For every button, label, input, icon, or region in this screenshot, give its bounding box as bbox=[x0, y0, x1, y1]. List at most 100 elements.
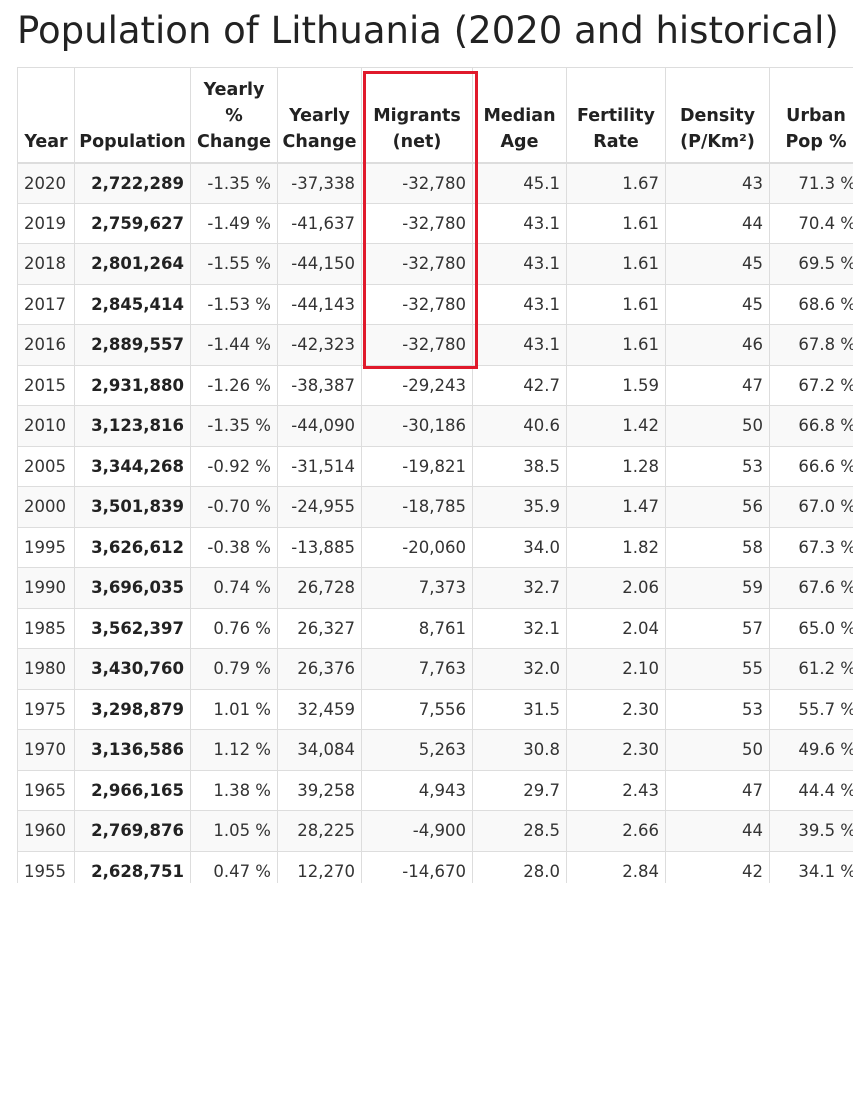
density-cell: 46 bbox=[665, 324, 770, 366]
migrants-cell: -18,785 bbox=[361, 486, 473, 528]
urban-pop-cell: 49.6 % bbox=[769, 729, 853, 771]
fertility-rate-cell: 2.30 bbox=[566, 688, 666, 730]
density-cell: 45 bbox=[665, 283, 770, 325]
median-age-cell: 43.1 bbox=[472, 283, 567, 325]
fertility-rate-cell: 1.28 bbox=[566, 445, 666, 487]
population-cell: 3,501,839 bbox=[74, 486, 191, 528]
yearly-pct-change-cell: -1.44 % bbox=[190, 324, 278, 366]
density-cell: 44 bbox=[665, 202, 770, 244]
table-row: 2017 2,845,414 -1.53 % -44,143 -32,780 43.1 1.… bbox=[17, 283, 853, 325]
migrants-cell: -4,900 bbox=[361, 810, 473, 852]
column-header-median-age[interactable]: Median Age bbox=[472, 67, 567, 164]
population-cell: 3,562,397 bbox=[74, 607, 191, 649]
median-age-cell: 43.1 bbox=[472, 324, 567, 366]
urban-pop-cell: 67.0 % bbox=[769, 486, 853, 528]
fertility-rate-cell: 2.10 bbox=[566, 648, 666, 690]
table-row: 1975 3,298,879 1.01 % 32,459 7,556 31.5 2.30 53… bbox=[17, 688, 853, 730]
yearly-change-cell: 26,327 bbox=[277, 607, 362, 649]
year-cell: 1980 bbox=[17, 648, 75, 690]
migrants-cell: 8,761 bbox=[361, 607, 473, 649]
fertility-rate-cell: 2.04 bbox=[566, 607, 666, 649]
population-cell: 3,696,035 bbox=[74, 567, 191, 609]
population-cell: 2,845,414 bbox=[74, 283, 191, 325]
density-cell: 45 bbox=[665, 243, 770, 285]
median-age-cell: 35.9 bbox=[472, 486, 567, 528]
migrants-cell: -20,060 bbox=[361, 526, 473, 568]
year-cell: 1960 bbox=[17, 810, 75, 852]
population-cell: 2,931,880 bbox=[74, 364, 191, 406]
yearly-change-cell: -44,090 bbox=[277, 405, 362, 447]
urban-pop-cell: 69.5 % bbox=[769, 243, 853, 285]
column-header-migrants[interactable]: Migrants (net) bbox=[361, 67, 473, 164]
table-body: 2020 2,722,289 -1.35 % -37,338 -32,780 45.1 1.… bbox=[17, 162, 853, 883]
urban-pop-cell: 55.7 % bbox=[769, 688, 853, 730]
year-cell: 1955 bbox=[17, 850, 75, 883]
table-row: 1965 2,966,165 1.38 % 39,258 4,943 29.7 2.43 47… bbox=[17, 769, 853, 811]
migrants-cell: -32,780 bbox=[361, 202, 473, 244]
table-row: 2019 2,759,627 -1.49 % -41,637 -32,780 43.1 1.… bbox=[17, 202, 853, 244]
yearly-pct-change-cell: 0.47 % bbox=[190, 850, 278, 883]
median-age-cell: 43.1 bbox=[472, 243, 567, 285]
median-age-cell: 32.0 bbox=[472, 648, 567, 690]
column-header-density[interactable]: Density (P/Km²) bbox=[665, 67, 770, 164]
fertility-rate-cell: 1.47 bbox=[566, 486, 666, 528]
population-cell: 2,628,751 bbox=[74, 850, 191, 883]
table-row: 2015 2,931,880 -1.26 % -38,387 -29,243 42.7 1.… bbox=[17, 364, 853, 406]
yearly-change-cell: 12,270 bbox=[277, 850, 362, 883]
fertility-rate-cell: 2.06 bbox=[566, 567, 666, 609]
year-cell: 1985 bbox=[17, 607, 75, 649]
median-age-cell: 34.0 bbox=[472, 526, 567, 568]
table-row: 1970 3,136,586 1.12 % 34,084 5,263 30.8 2.30 50… bbox=[17, 729, 853, 771]
column-header-urban-pop[interactable]: Urban Pop % bbox=[769, 67, 853, 164]
fertility-rate-cell: 1.42 bbox=[566, 405, 666, 447]
yearly-change-cell: 28,225 bbox=[277, 810, 362, 852]
fertility-rate-cell: 1.61 bbox=[566, 283, 666, 325]
migrants-cell: 4,943 bbox=[361, 769, 473, 811]
table-row: 1995 3,626,612 -0.38 % -13,885 -20,060 34.0 1.… bbox=[17, 526, 853, 568]
column-header-yearly-pct-change[interactable]: Yearly % Change bbox=[190, 67, 278, 164]
table-row: 2016 2,889,557 -1.44 % -42,323 -32,780 43.1 1.… bbox=[17, 324, 853, 366]
year-cell: 2010 bbox=[17, 405, 75, 447]
median-age-cell: 29.7 bbox=[472, 769, 567, 811]
yearly-pct-change-cell: 0.76 % bbox=[190, 607, 278, 649]
density-cell: 58 bbox=[665, 526, 770, 568]
density-cell: 56 bbox=[665, 486, 770, 528]
median-age-cell: 28.0 bbox=[472, 850, 567, 883]
yearly-pct-change-cell: -1.35 % bbox=[190, 162, 278, 204]
year-cell: 1970 bbox=[17, 729, 75, 771]
column-header-yearly-change[interactable]: Yearly Change bbox=[277, 67, 362, 164]
table-row: 1960 2,769,876 1.05 % 28,225 -4,900 28.5 2.66 4… bbox=[17, 810, 853, 852]
median-age-cell: 40.6 bbox=[472, 405, 567, 447]
yearly-pct-change-cell: 1.01 % bbox=[190, 688, 278, 730]
urban-pop-cell: 65.0 % bbox=[769, 607, 853, 649]
population-cell: 3,298,879 bbox=[74, 688, 191, 730]
year-cell: 1975 bbox=[17, 688, 75, 730]
population-cell: 2,889,557 bbox=[74, 324, 191, 366]
yearly-change-cell: -24,955 bbox=[277, 486, 362, 528]
column-header-fertility-rate[interactable]: Fertility Rate bbox=[566, 67, 666, 164]
year-cell: 1965 bbox=[17, 769, 75, 811]
population-cell: 2,722,289 bbox=[74, 162, 191, 204]
urban-pop-cell: 68.6 % bbox=[769, 283, 853, 325]
yearly-change-cell: 32,459 bbox=[277, 688, 362, 730]
yearly-pct-change-cell: -1.26 % bbox=[190, 364, 278, 406]
yearly-pct-change-cell: -1.55 % bbox=[190, 243, 278, 285]
migrants-cell: -14,670 bbox=[361, 850, 473, 883]
migrants-cell: -32,780 bbox=[361, 162, 473, 204]
table-row: 1990 3,696,035 0.74 % 26,728 7,373 32.7 2.06 59… bbox=[17, 567, 853, 609]
yearly-change-cell: -38,387 bbox=[277, 364, 362, 406]
density-cell: 55 bbox=[665, 648, 770, 690]
column-header-year[interactable]: Year bbox=[17, 67, 75, 164]
density-cell: 47 bbox=[665, 769, 770, 811]
population-cell: 2,966,165 bbox=[74, 769, 191, 811]
yearly-change-cell: -44,150 bbox=[277, 243, 362, 285]
yearly-pct-change-cell: -0.92 % bbox=[190, 445, 278, 487]
table-row: 2005 3,344,268 -0.92 % -31,514 -19,821 38.5 1.… bbox=[17, 445, 853, 487]
fertility-rate-cell: 2.30 bbox=[566, 729, 666, 771]
migrants-cell: -32,780 bbox=[361, 283, 473, 325]
migrants-cell: -32,780 bbox=[361, 324, 473, 366]
density-cell: 57 bbox=[665, 607, 770, 649]
density-cell: 59 bbox=[665, 567, 770, 609]
density-cell: 53 bbox=[665, 445, 770, 487]
column-header-population[interactable]: Population bbox=[74, 67, 191, 164]
